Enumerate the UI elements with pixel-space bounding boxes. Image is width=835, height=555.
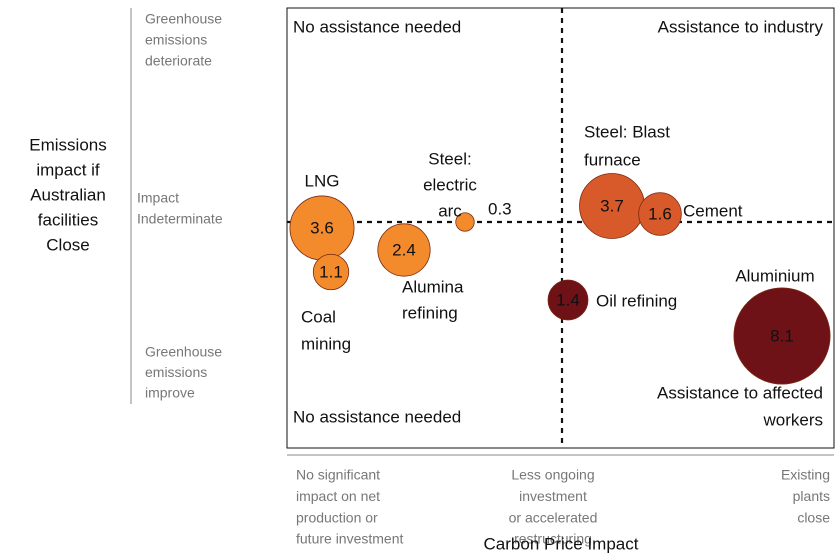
x-region-label: restructuring [514, 531, 592, 547]
x-region-label: close [797, 509, 830, 525]
x-region-label: Existing [781, 467, 830, 483]
quadrant-label: No assistance needed [293, 407, 461, 426]
y-region-label: Indeterminate [137, 211, 223, 227]
quadrant-label: No assistance needed [293, 17, 461, 36]
x-region-label: future investment [296, 531, 403, 547]
bubble-value-label: 3.6 [310, 218, 334, 237]
bubble-name-label: furnace [584, 150, 641, 169]
bubble-name-label: electric [423, 175, 477, 194]
quadrant-label: Assistance to affected [657, 383, 823, 402]
y-axis-label: Australian [30, 185, 106, 204]
bubble-name-label: arc [438, 201, 462, 220]
y-region-label: Greenhouse [145, 11, 222, 27]
x-region-label: Less ongoing [511, 467, 594, 483]
bubble-name-label: Oil refining [596, 291, 677, 310]
y-region-label: Impact [137, 190, 179, 206]
bubble-value-label: 8.1 [770, 326, 794, 345]
bubble-value-label: 1.1 [319, 262, 343, 281]
bubble-name-label: refining [402, 303, 458, 322]
bubble-value-label: 0.3 [488, 199, 512, 218]
y-axis-label: facilities [38, 210, 98, 229]
bubble-name-label: mining [301, 334, 351, 353]
x-region-label: investment [519, 488, 587, 504]
y-region-label: emissions [145, 364, 207, 380]
bubble-value-label: 2.4 [392, 240, 416, 259]
bubble-name-label: Steel: [428, 149, 471, 168]
y-region-label: Greenhouse [145, 344, 222, 360]
plot-frame [286, 7, 835, 449]
bubble [312, 253, 350, 291]
x-region-label: impact on net [296, 488, 380, 504]
y-region-label: improve [145, 385, 195, 401]
bubble [547, 279, 589, 321]
bubble [638, 192, 682, 236]
bubble-value-label: 1.4 [556, 290, 580, 309]
bubble-value-label: 3.7 [600, 196, 624, 215]
x-axis-label: Carbon Price Impact [484, 534, 639, 553]
y-axis-label: impact if [36, 160, 100, 179]
x-region-label: No significant [296, 467, 380, 483]
y-region-label: deteriorate [145, 53, 212, 69]
bubble-name-label: Steel: Blast [584, 122, 670, 141]
bubble [377, 223, 431, 277]
bubble-name-label: Alumina [402, 277, 464, 296]
bubble-name-label: Coal [301, 307, 336, 326]
bubble [733, 287, 831, 385]
y-region-label: emissions [145, 32, 207, 48]
bubble-name-label: Cement [683, 201, 743, 220]
y-axis-label: Close [46, 235, 89, 254]
bubble [455, 212, 475, 232]
bubble-name-label: LNG [305, 171, 340, 190]
x-region-label: production or [296, 509, 378, 525]
x-region-label: or accelerated [509, 509, 598, 525]
bubble-name-label: Aluminium [735, 266, 814, 285]
x-region-label: plants [793, 488, 830, 504]
y-axis-label: Emissions [29, 135, 106, 154]
quadrant-label: Assistance to industry [658, 17, 824, 36]
bubble-value-label: 1.6 [648, 204, 672, 223]
quadrant-label: workers [762, 410, 823, 429]
